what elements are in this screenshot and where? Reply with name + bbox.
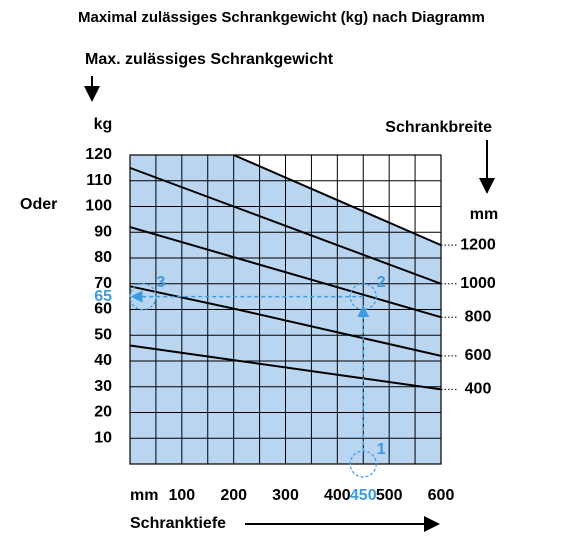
y-tick-label: 70 [94,275,112,292]
step-circle [129,283,157,311]
y-tick-label: 30 [94,378,112,395]
series-line [129,166,442,285]
x-tick-label: 100 [168,487,195,504]
step-label: 2 [377,274,386,291]
step-circle [349,283,377,311]
x-tick-label: 500 [376,487,403,504]
series-line [129,285,442,357]
y-tick-label: 10 [94,429,112,446]
x-tick-label: 600 [428,487,455,504]
series-line [129,226,442,319]
step-label: 1 [377,441,386,458]
legend-unit: mm [470,206,498,223]
series-label: 1000 [460,275,496,292]
or-label: Oder [20,196,57,213]
y-axis-title: Max. zulässiges Schrankgewicht [85,51,334,68]
series-label: 1200 [460,236,496,253]
x-tick-label: 400 [324,487,351,504]
plot-frame [129,154,442,465]
y-tick-label: 100 [85,198,112,215]
chart-title: Maximal zulässiges Schrankgewicht (kg) n… [78,9,485,26]
y-tick-label: 40 [94,352,112,369]
y-tick-label: 50 [94,326,112,343]
example-y-label: 65 [94,288,112,305]
series-line [233,154,442,247]
y-tick-label: 120 [85,146,112,163]
x-axis-title: Schranktiefe [130,515,226,532]
y-tick-label: 80 [94,249,112,266]
legend-title: Schrankbreite [385,119,492,136]
series-label: 400 [465,381,492,398]
x-tick-label: 200 [220,487,247,504]
y-tick-label: 20 [94,404,112,421]
y-tick-label: 90 [94,223,112,240]
y-unit: kg [94,116,113,133]
y-tick-label: 110 [86,172,112,189]
y-tick-label: 60 [94,301,112,318]
step-label: 3 [157,274,166,291]
x-unit: mm [130,487,158,504]
x-tick-label: 300 [272,487,299,504]
example-x-label: 450 [350,487,377,504]
series-label: 800 [465,308,492,325]
series-line [129,344,442,391]
series-label: 600 [465,347,492,364]
step-circle [349,450,377,478]
